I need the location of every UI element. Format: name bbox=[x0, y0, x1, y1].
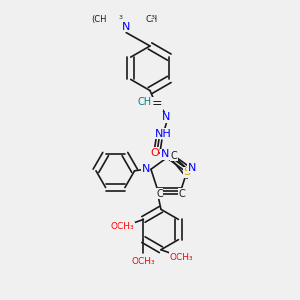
Text: CH: CH bbox=[137, 98, 152, 107]
Text: C: C bbox=[170, 151, 177, 161]
Text: =: = bbox=[152, 98, 163, 110]
Text: N: N bbox=[188, 163, 196, 173]
Text: O: O bbox=[150, 148, 159, 158]
Text: OCH₃: OCH₃ bbox=[132, 257, 155, 266]
Text: N: N bbox=[141, 164, 150, 174]
Text: NH: NH bbox=[155, 129, 172, 139]
Text: OCH₃: OCH₃ bbox=[111, 222, 134, 231]
Text: C: C bbox=[179, 189, 185, 199]
Text: (CH: (CH bbox=[92, 15, 107, 24]
Text: S: S bbox=[184, 167, 191, 177]
Text: 3: 3 bbox=[151, 15, 155, 20]
Text: N: N bbox=[161, 149, 169, 160]
Text: OCH₃: OCH₃ bbox=[170, 253, 194, 262]
Text: N: N bbox=[162, 112, 170, 122]
Text: N: N bbox=[122, 22, 130, 32]
Text: CH: CH bbox=[146, 15, 158, 24]
Text: C: C bbox=[156, 189, 163, 199]
Text: 3: 3 bbox=[118, 15, 122, 20]
